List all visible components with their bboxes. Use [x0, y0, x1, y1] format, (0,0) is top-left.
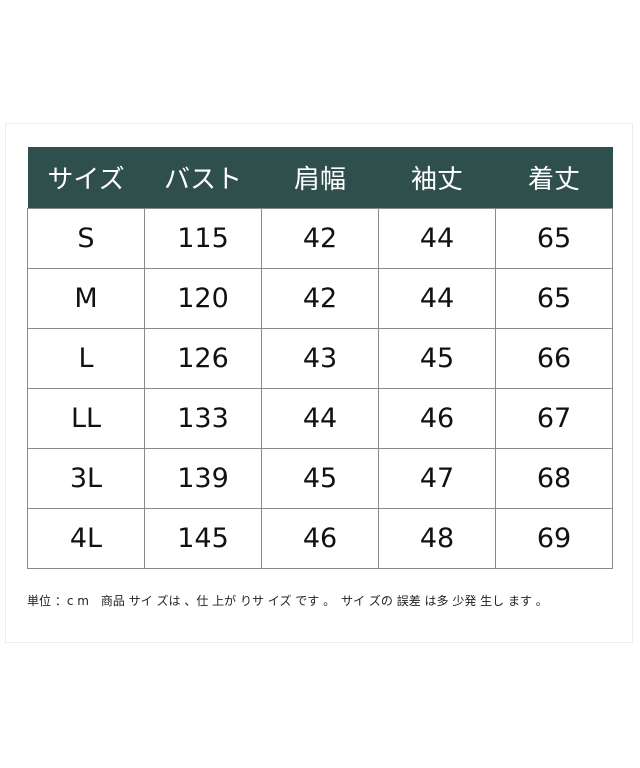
table-cell: 3L	[27, 448, 145, 509]
column-header: 着丈	[495, 147, 613, 209]
header-row: サイズ バスト 肩幅 袖丈 着丈	[27, 147, 613, 209]
table-row: M 120 42 44 65	[27, 268, 613, 329]
table-cell: 47	[378, 448, 496, 509]
table-cell: 67	[495, 388, 613, 449]
table-row: L 126 43 45 66	[27, 328, 613, 389]
table-cell: 44	[378, 208, 496, 269]
table-cell: 68	[495, 448, 613, 509]
table-cell: 4L	[27, 508, 145, 569]
table-cell: 44	[261, 388, 379, 449]
table-cell: 46	[261, 508, 379, 569]
size-note: 単位 ：c m 商品 サイ ズは 、仕 上が りサ イズ です 。 サイ ズの …	[27, 594, 548, 608]
column-header: サイズ	[27, 147, 145, 209]
table-cell: LL	[27, 388, 145, 449]
table-cell: 42	[261, 268, 379, 329]
table-cell: 65	[495, 268, 613, 329]
column-header: バスト	[144, 147, 262, 209]
table-row: 3L 139 45 47 68	[27, 448, 613, 509]
table-cell: 65	[495, 208, 613, 269]
table-cell: 133	[144, 388, 262, 449]
size-chart-card	[5, 123, 633, 643]
table-cell: 43	[261, 328, 379, 389]
table-cell: 44	[378, 268, 496, 329]
table-cell: 45	[261, 448, 379, 509]
table-cell: 126	[144, 328, 262, 389]
table-cell: 46	[378, 388, 496, 449]
column-header: 肩幅	[261, 147, 379, 209]
table-row: 4L 145 46 48 69	[27, 508, 613, 569]
column-header: 袖丈	[378, 147, 496, 209]
table-cell: 42	[261, 208, 379, 269]
size-table: サイズ バスト 肩幅 袖丈 着丈 S 115 42 44 65 M 120 42 44 65 L 126 43 4…	[27, 147, 613, 569]
table-cell: 120	[144, 268, 262, 329]
table-cell: L	[27, 328, 145, 389]
table-cell: 45	[378, 328, 496, 389]
table-cell: 115	[144, 208, 262, 269]
table-cell: 69	[495, 508, 613, 569]
table-cell: S	[27, 208, 145, 269]
table-cell: 145	[144, 508, 262, 569]
table-cell: 139	[144, 448, 262, 509]
table-cell: 66	[495, 328, 613, 389]
table-row: LL 133 44 46 67	[27, 388, 613, 449]
table-cell: M	[27, 268, 145, 329]
table-row: S 115 42 44 65	[27, 208, 613, 269]
table-cell: 48	[378, 508, 496, 569]
